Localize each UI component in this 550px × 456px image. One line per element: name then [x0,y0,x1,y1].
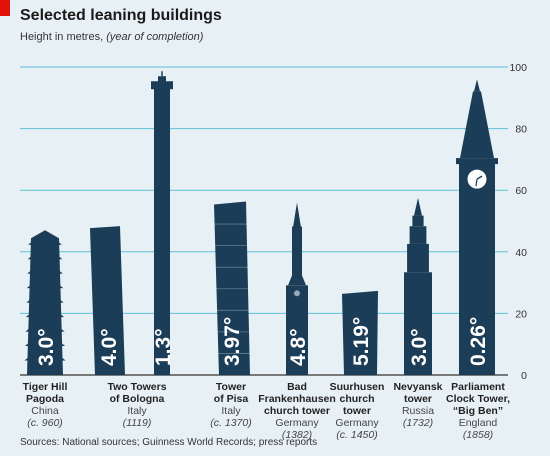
building-name: Two Towers [107,381,167,393]
nevyansk-spire [414,197,422,216]
building-label: Tiger Hill Pagoda China (c. 960) [23,381,68,429]
pagoda-eave [28,240,62,245]
clock-hand-hour [476,175,483,180]
building-label: Tower of Pisa Italy (c. 1370) [210,381,251,429]
building-name: Bad [287,381,307,393]
pagoda-eave [27,255,63,260]
building-name: Suurhusen [329,381,385,393]
building-year: (1858) [462,429,494,441]
building-nevyansk: 3.0° [404,197,432,375]
bigben-roof [460,91,494,159]
subtitle-main: Height in metres, [20,31,104,43]
building-label: Bad Frankenhausen church tower Germany (1382… [258,381,336,441]
bigben-cornice [456,158,498,165]
nevyansk-tier [409,226,427,244]
pagoda-eave [26,298,64,303]
nevyansk-tier [412,215,424,227]
tower-cap [158,76,166,83]
building-country: England [458,417,498,429]
building-name: tower [403,393,433,405]
building-pisa: 3.97° [212,201,250,375]
building-name: Parliament [451,381,505,393]
pagoda-eave [27,269,63,274]
building-name: Tiger Hill [22,381,68,393]
bigben-shaft [459,162,495,375]
building-name: Frankenhausen [258,393,336,405]
lean-angle-label: 3.0° [35,328,58,366]
pagoda-eave [26,284,64,289]
building-name: of Bologna [109,393,165,405]
pagoda-eave [25,313,65,318]
building-block: 5.19° [342,290,378,375]
nevyansk-tier [404,272,432,375]
building-name: Pagoda [26,393,64,405]
lean-angle-label: 5.19° [350,317,373,366]
building-year: (1119) [122,417,152,429]
tower-shaft [154,88,170,376]
pagoda-eave [25,327,65,332]
building-year: (c. 960) [27,417,63,429]
lean-angle-label: 3.0° [408,328,431,366]
building-country: Italy [127,405,147,417]
building-name: “Big Ben” [452,405,504,417]
building-country: Russia [401,405,435,417]
building-tower: 4.0° [90,226,125,375]
subtitle-note: (year of completion) [106,31,204,43]
building-year: (c. 1370) [210,417,252,429]
building-label: Suurhusen church tower Germany (c. 1450) [330,381,385,441]
y-tick-label: 80 [515,124,527,136]
spire-lantern [292,226,302,284]
building-name: church tower [264,405,330,417]
building-bigben: 0.26° [456,79,498,375]
building-label: Nevyansk tower Russia (1732) [393,381,442,429]
building-year: (1732) [402,417,434,429]
y-tick-label: 60 [515,185,527,197]
building-name: Nevyansk [393,381,443,393]
building-name: of Pisa [213,393,249,405]
spire-window [294,290,300,297]
lean-angle-label: 4.8° [287,328,310,366]
building-asinelli: 1.3° [151,71,175,376]
building-name: Clock Tower, [446,393,510,405]
y-tick-label: 100 [509,62,527,74]
accent-bar [0,0,10,16]
chart-source: Sources: National sources; Guinness Worl… [20,437,318,448]
tower-body [90,226,125,375]
block-body [342,290,378,375]
lean-angle-label: 1.3° [152,328,175,366]
building-country: Germany [275,417,319,429]
building-country: Germany [335,417,379,429]
building-label: Two Towers of Bologna Italy (1119) [107,381,166,429]
chart-title: Selected leaning buildings [20,7,222,24]
tower-crown [151,81,173,90]
y-tick-label: 40 [515,247,527,259]
building-pagoda: 3.0° [24,230,66,375]
building-country: Italy [221,405,241,417]
bigben-finial [474,79,480,92]
y-tick-label: 0 [521,370,527,382]
pagoda-eave [24,342,66,347]
building-spire: 4.8° [286,202,310,375]
building-name: tower [342,405,371,417]
pisa-body [214,201,250,375]
spire-needle [293,202,301,228]
building-label: Parliament Clock Tower, “Big Ben” England (1… [446,381,510,441]
lean-angle-label: 4.0° [98,328,121,366]
building-country: China [31,405,59,417]
spire-base [286,285,308,375]
pagoda-eave [24,356,66,361]
chart-subtitle: Height in metres, (year of completion) [20,31,203,43]
lean-angle-label: 3.97° [221,317,244,366]
building-year: (c. 1450) [336,429,378,441]
lean-angle-label: 0.26° [467,317,490,366]
nevyansk-tier [407,243,429,273]
clock-hand-minute [475,179,478,187]
building-name: Tower [215,381,247,393]
building-year: (1382) [281,429,313,441]
building-name: church [339,393,375,405]
y-tick-label: 20 [515,308,527,320]
